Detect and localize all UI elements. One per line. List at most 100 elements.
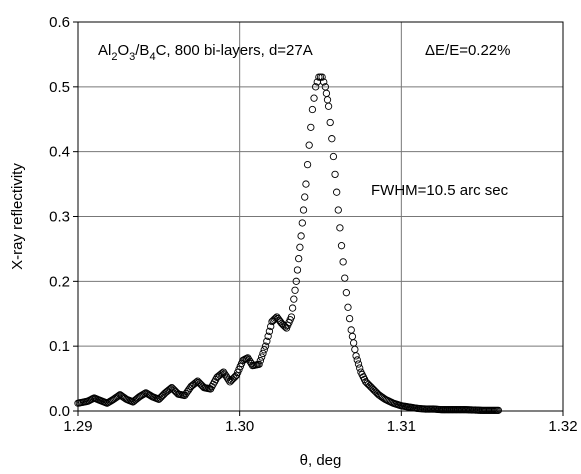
y-axis-title: X-ray reflectivity — [9, 163, 26, 270]
data-point — [329, 152, 338, 161]
x-tick-label: 1.30 — [225, 418, 254, 435]
data-point — [227, 376, 235, 385]
data-point — [365, 382, 374, 390]
data-point — [244, 354, 252, 362]
data-point — [301, 193, 309, 201]
data-point — [231, 372, 239, 381]
data-point — [255, 360, 263, 368]
data-point — [230, 374, 238, 382]
data-point — [295, 254, 303, 263]
data-point — [310, 94, 318, 102]
data-point — [339, 258, 347, 266]
y-tick-label: 0.0 — [49, 403, 70, 420]
data-point — [342, 289, 351, 297]
y-tick-label: 0.1 — [49, 338, 70, 355]
data-point — [291, 286, 299, 294]
data-point — [261, 342, 270, 350]
data-point — [260, 346, 268, 354]
data-point — [182, 389, 190, 398]
data-point — [219, 368, 228, 376]
data-point — [298, 219, 306, 227]
data-point — [222, 372, 230, 380]
energy-resolution-annotation: ΔE/E=0.22% — [425, 42, 511, 59]
data-point — [115, 392, 123, 400]
data-point — [257, 353, 266, 361]
data-point — [299, 206, 308, 214]
data-point — [193, 377, 202, 385]
y-tick-label: 0.6 — [49, 14, 70, 31]
data-point — [345, 314, 354, 323]
data-point — [354, 360, 363, 368]
data-point — [371, 387, 379, 395]
data-point — [165, 386, 173, 394]
x-tick-label: 1.29 — [63, 418, 92, 435]
data-point — [287, 313, 296, 321]
data-point — [169, 385, 177, 393]
data-point — [349, 339, 358, 347]
data-point — [320, 78, 328, 86]
data-point — [221, 370, 229, 378]
data-point — [226, 378, 234, 386]
data-point — [356, 364, 364, 372]
x-tick-label: 1.32 — [548, 418, 577, 435]
data-point — [331, 170, 339, 179]
data-point — [323, 96, 332, 104]
data-point — [196, 380, 204, 388]
axis-ticks: 1.29 1.30 1.31 1.32 0.0 0.1 0.2 0.3 0.4 0.5 0.6 — [49, 14, 577, 435]
data-point — [336, 224, 344, 232]
data-point — [259, 349, 267, 358]
data-point — [293, 266, 302, 274]
data-point — [372, 388, 380, 396]
data-point — [256, 357, 265, 365]
data-point — [292, 277, 300, 285]
data-point — [155, 395, 163, 403]
data-point — [140, 389, 149, 398]
data-point — [333, 188, 341, 196]
data-point — [297, 232, 305, 240]
data-point — [303, 160, 312, 169]
data-point — [228, 375, 237, 383]
data-point — [264, 332, 272, 340]
x-axis-title: θ, deg — [300, 452, 342, 469]
data-point — [168, 384, 176, 392]
data-point — [191, 379, 199, 387]
data-point — [326, 118, 334, 127]
data-point — [367, 383, 375, 391]
data-point — [246, 358, 254, 366]
sample-annotation: Al2O3/B4C, 800 bi-layers, d=27A — [98, 42, 313, 63]
data-point — [183, 388, 191, 396]
data-point — [270, 315, 279, 323]
data-point — [263, 337, 271, 345]
data-point — [364, 380, 372, 389]
data-point — [347, 326, 355, 334]
data-point — [195, 378, 203, 387]
data-point — [324, 102, 333, 110]
data-point — [328, 135, 336, 143]
data-point — [362, 378, 370, 386]
data-point — [368, 384, 376, 392]
data-point — [348, 332, 357, 341]
data-point — [159, 391, 167, 400]
data-point — [265, 327, 274, 336]
y-tick-label: 0.4 — [49, 144, 70, 161]
data-point — [344, 303, 352, 311]
data-point — [157, 393, 166, 401]
data-point — [337, 242, 346, 250]
data-point — [318, 73, 326, 81]
data-point — [311, 83, 320, 91]
data-point — [156, 394, 164, 402]
data-point — [494, 406, 502, 415]
data-point — [245, 356, 253, 364]
data-point — [307, 123, 315, 132]
data-point — [305, 141, 313, 149]
data-point — [290, 295, 298, 303]
data-point — [296, 243, 304, 251]
x-tick-label: 1.31 — [387, 418, 416, 435]
data-point — [351, 345, 359, 354]
data-point — [288, 304, 297, 312]
data-point — [334, 206, 342, 214]
data-point — [353, 356, 361, 364]
data-point — [352, 352, 360, 360]
data-point — [363, 379, 371, 387]
